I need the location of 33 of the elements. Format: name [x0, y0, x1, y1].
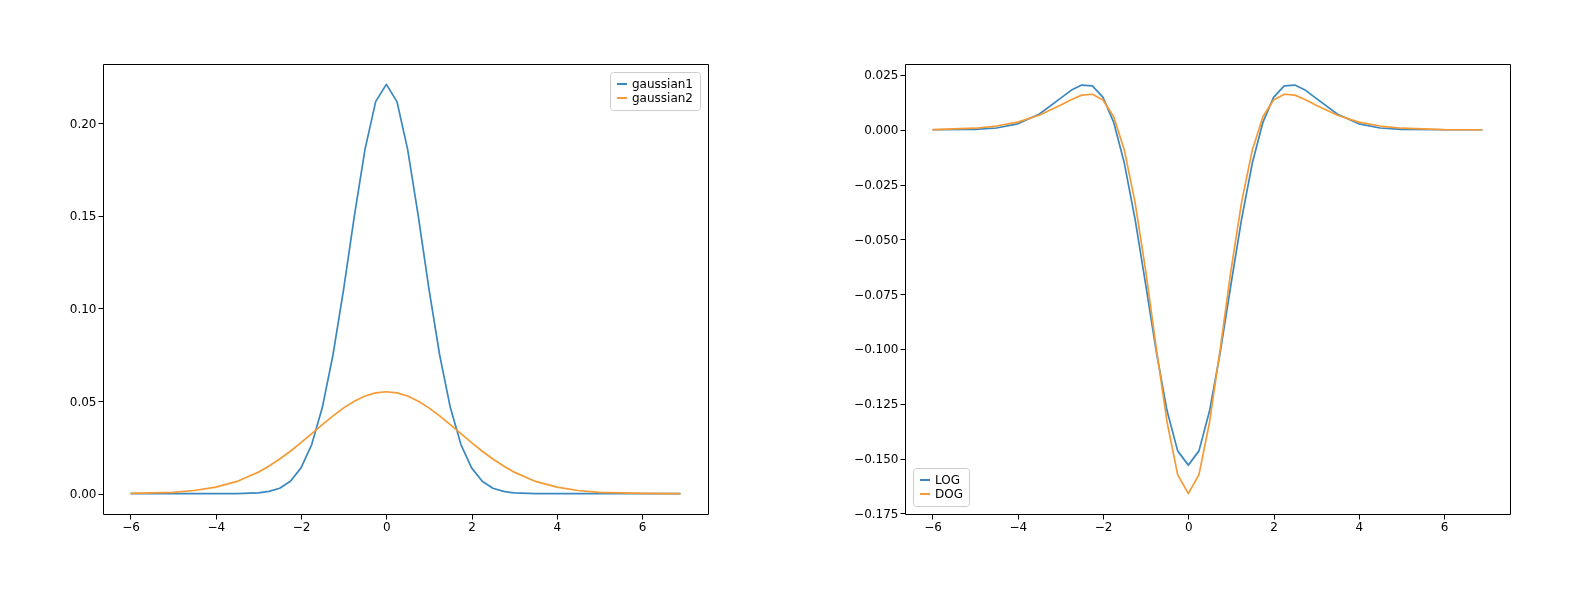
x-tick-label: −4 — [1009, 519, 1028, 534]
x-tick-label: −4 — [207, 519, 226, 534]
line-series — [129, 390, 682, 495]
y-tick-label: 0.15 — [69, 209, 97, 224]
y-tick-label: −0.050 — [854, 232, 899, 247]
y-tick-label: −0.175 — [854, 506, 899, 521]
x-tick-label: −2 — [292, 519, 311, 534]
y-tick-label: 0.10 — [69, 301, 97, 316]
x-tick-label: 6 — [638, 519, 647, 534]
legend-label: gaussian1 — [632, 77, 694, 91]
x-tick-label: 0 — [382, 519, 391, 534]
y-tick-label: −0.150 — [854, 452, 899, 467]
legend-label: LOG — [935, 473, 961, 487]
x-tick-label: 6 — [1440, 519, 1449, 534]
x-tick-label: 4 — [1355, 519, 1364, 534]
y-tick-label: −0.075 — [854, 287, 899, 302]
x-tick-label: 2 — [468, 519, 476, 534]
x-tick-label: 2 — [1270, 519, 1278, 534]
x-tick-label: −2 — [1094, 519, 1113, 534]
y-tick-label: −0.025 — [854, 178, 899, 193]
y-tick-label: 0.05 — [69, 394, 97, 409]
y-tick-label: −0.125 — [854, 397, 899, 412]
legend-label: gaussian2 — [632, 91, 694, 105]
x-tick-label: −6 — [122, 519, 140, 534]
legend-label: DOG — [935, 487, 963, 501]
x-tick-label: 0 — [1184, 519, 1193, 534]
y-tick-label: 0.000 — [864, 123, 899, 138]
x-tick-label: 4 — [553, 519, 562, 534]
y-tick-label: 0.20 — [69, 116, 97, 131]
y-tick-label: 0.025 — [864, 68, 899, 83]
y-tick-label: −0.100 — [854, 342, 899, 357]
x-tick-label: −6 — [924, 519, 942, 534]
y-tick-label: 0.00 — [69, 487, 97, 502]
